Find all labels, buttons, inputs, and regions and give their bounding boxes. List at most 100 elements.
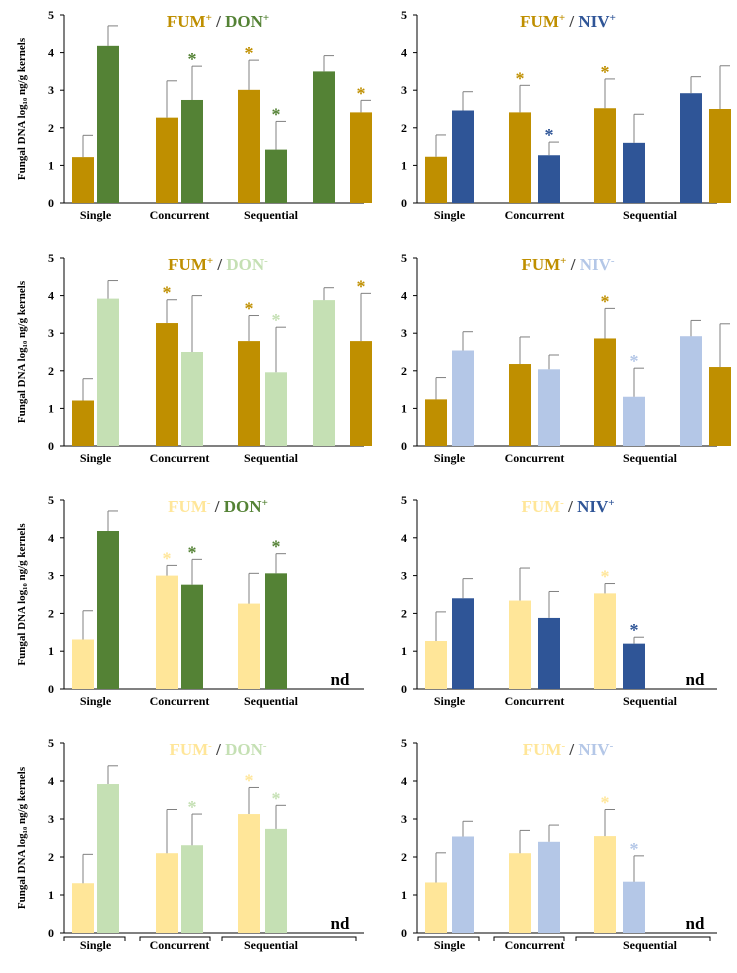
- y-tick-label: 1: [401, 401, 407, 415]
- y-tick-label: 4: [401, 46, 407, 60]
- bar: [181, 352, 203, 446]
- chart-title: FUM+ / DON+: [167, 12, 269, 31]
- chart-title: FUM+ / NIV-: [521, 255, 614, 274]
- bar: [238, 341, 260, 446]
- bar: [156, 323, 178, 446]
- nd-label: nd: [331, 670, 350, 689]
- significance-star: *: [272, 788, 281, 808]
- bar: [594, 338, 616, 446]
- significance-star: *: [601, 793, 610, 813]
- y-tick-label: 2: [48, 364, 54, 378]
- group-label: Sequential: [244, 208, 299, 222]
- bar: [452, 836, 474, 933]
- title-part: /: [212, 740, 225, 759]
- bar: [538, 841, 560, 933]
- bar: [709, 109, 731, 203]
- bar: [265, 828, 287, 933]
- significance-star: *: [357, 276, 366, 296]
- significance-star: *: [516, 68, 525, 88]
- title-part: +: [207, 255, 213, 267]
- y-tick-label: 1: [48, 401, 54, 415]
- bar: [538, 617, 560, 689]
- bar: [156, 117, 178, 203]
- group-label: Single: [80, 694, 112, 708]
- title-part: -: [561, 740, 565, 752]
- bar: [709, 367, 731, 446]
- title-part: +: [608, 497, 614, 509]
- y-tick-label: 1: [401, 888, 407, 902]
- y-tick-label: 3: [48, 812, 54, 826]
- significance-star: *: [188, 797, 197, 817]
- significance-star: *: [163, 548, 172, 568]
- group-label: Sequential: [623, 208, 678, 222]
- y-tick-label: 5: [48, 251, 54, 265]
- title-part: NIV: [578, 12, 610, 31]
- significance-star: *: [188, 49, 197, 69]
- title-part: /: [565, 12, 578, 31]
- group-label: Single: [434, 694, 466, 708]
- y-tick-label: 0: [48, 682, 54, 696]
- group-label: Single: [80, 208, 112, 222]
- title-part: DON: [224, 497, 263, 516]
- y-tick-label: 0: [48, 439, 54, 453]
- bar: [156, 575, 178, 689]
- y-tick-label: 5: [48, 493, 54, 507]
- bar: [313, 300, 335, 446]
- group-label: Concurrent: [505, 938, 565, 952]
- group-label: Sequential: [244, 938, 299, 952]
- y-tick-label: 3: [48, 326, 54, 340]
- y-tick-label: 2: [48, 121, 54, 135]
- title-part: FUM: [520, 12, 559, 31]
- y-tick-label: 4: [48, 46, 54, 60]
- title-part: /: [564, 497, 577, 516]
- y-tick-label: 2: [48, 850, 54, 864]
- group-label: Concurrent: [150, 694, 210, 708]
- y-tick-label: 5: [401, 8, 407, 22]
- bar: [594, 108, 616, 203]
- group-label: Sequential: [244, 694, 299, 708]
- title-part: +: [560, 255, 566, 267]
- chart-panel: 0 1 2 3 4 5 FUM- / NIV+ * * Single Concurrent Seque…: [401, 493, 717, 708]
- group-label: Single: [80, 451, 112, 465]
- bar: [509, 112, 531, 203]
- group-label: Single: [80, 938, 112, 952]
- significance-star: *: [245, 770, 254, 790]
- title-part: FUM: [168, 255, 207, 274]
- y-tick-label: 2: [48, 606, 54, 620]
- significance-star: *: [163, 283, 172, 303]
- title-part: +: [610, 12, 616, 24]
- bar: [181, 584, 203, 689]
- bar: [509, 600, 531, 689]
- significance-star: *: [272, 104, 281, 124]
- y-tick-label: 2: [401, 121, 407, 135]
- group-label: Concurrent: [150, 451, 210, 465]
- bar: [238, 603, 260, 689]
- y-tick-label: 0: [401, 926, 407, 940]
- y-tick-label: 0: [401, 196, 407, 210]
- title-part: -: [207, 497, 211, 509]
- y-axis-label: Fungal DNA log₁₀ ng/g kernels: [16, 523, 28, 666]
- bar: [425, 882, 447, 933]
- group-label: Concurrent: [505, 694, 565, 708]
- title-part: +: [559, 12, 565, 24]
- bar: [623, 643, 645, 689]
- significance-star: *: [601, 291, 610, 311]
- bar: [72, 639, 94, 689]
- bar: [623, 396, 645, 446]
- y-tick-label: 4: [48, 531, 54, 545]
- nd-label: nd: [686, 914, 705, 933]
- y-tick-label: 0: [48, 926, 54, 940]
- y-tick-label: 3: [401, 83, 407, 97]
- significance-star: *: [245, 299, 254, 319]
- y-tick-label: 4: [48, 774, 54, 788]
- title-part: +: [262, 497, 268, 509]
- title-part: /: [212, 12, 225, 31]
- title-part: +: [206, 12, 212, 24]
- chart-title: FUM- / DON+: [168, 497, 268, 516]
- bar: [72, 883, 94, 933]
- y-tick-label: 0: [48, 196, 54, 210]
- chart-panel: 0 1 2 3 4 5 Fungal DNA log₁₀ ng/g kernels FUM- …: [16, 493, 364, 708]
- significance-star: *: [601, 62, 610, 82]
